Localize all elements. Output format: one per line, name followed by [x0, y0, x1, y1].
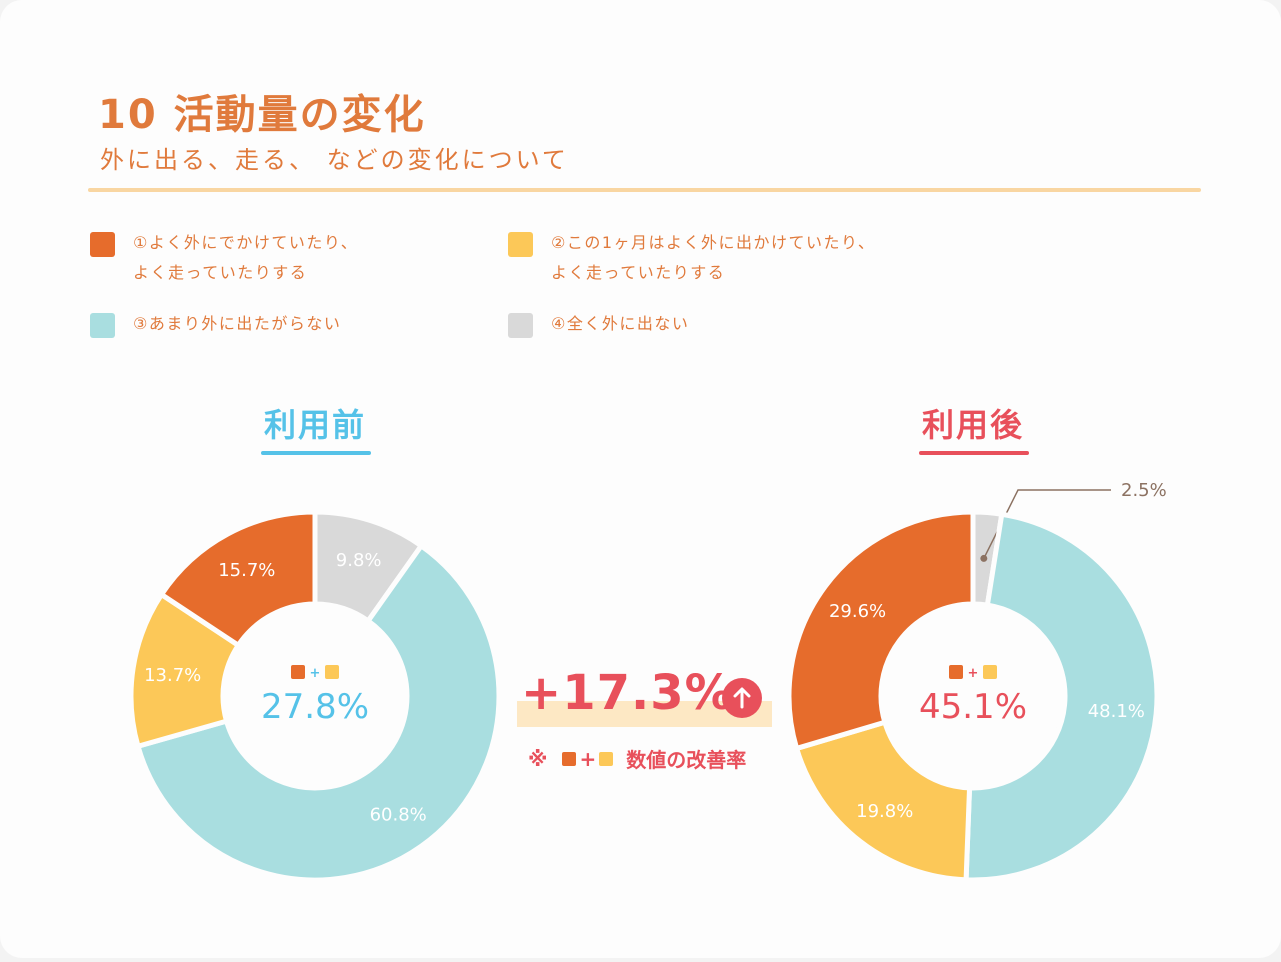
- after-center-swatch-1: [949, 665, 963, 679]
- legend-swatch-3: [90, 313, 115, 338]
- donut-chart-before: 9.8% 60.8% 13.7% 15.7% +27.8%: [128, 509, 502, 883]
- donut-chart-after: 2.5% 48.1% 19.8% 29.6% +45.1%: [786, 480, 1167, 883]
- legend-item-4: ④全く外に出ない: [508, 313, 689, 339]
- note-mark: ※: [528, 746, 548, 771]
- after-label-3: 48.1%: [1088, 701, 1145, 722]
- chart-title-after: 利用後: [921, 406, 1025, 444]
- before-label-3: 60.8%: [370, 805, 427, 826]
- chart-title-before: 利用前: [263, 406, 367, 444]
- before-slice-1: [159, 509, 318, 648]
- before-label-2: 13.7%: [144, 665, 201, 686]
- after-center-plus: +: [968, 666, 979, 681]
- after-label-2: 19.8%: [856, 801, 913, 822]
- before-slice-2: [128, 591, 241, 749]
- after-slice-3: [963, 511, 1160, 883]
- improvement-callout: +17.3%: [517, 665, 772, 727]
- legend-label-1: ①よく外にでかけていたり、 よく走っていたりする: [133, 233, 359, 282]
- arrow-up-icon: [722, 678, 762, 718]
- note-swatch-1: [562, 751, 577, 766]
- before-center-swatch-1: [291, 665, 305, 679]
- chart-title-before-underline: [261, 451, 371, 455]
- page-title: 10 活動量の変化: [98, 92, 426, 138]
- page-subtitle: 外に出る、走る、 などの変化について: [100, 146, 569, 174]
- title-divider: [88, 188, 1201, 192]
- legend-label-3: ③あまり外に出たがらない: [133, 314, 342, 333]
- legend-label-4: ④全く外に出ない: [551, 314, 690, 333]
- before-center-swatch-2: [325, 665, 339, 679]
- legend-swatch-1: [90, 232, 115, 257]
- before-label-1: 15.7%: [218, 560, 275, 581]
- after-label-1: 29.6%: [829, 601, 886, 622]
- chart-title-after-underline: [919, 451, 1029, 455]
- before-center-value: 27.8%: [261, 687, 369, 727]
- after-leader-line-4: [983, 489, 1111, 559]
- legend-item-3: ③あまり外に出たがらない: [90, 313, 341, 339]
- improvement-note: ※ + 数値の改善率: [528, 744, 746, 773]
- note-swatch-2: [599, 751, 614, 766]
- legend-item-2: ②この1ヶ月はよく外に出かけていたり、 よく走っていたりする: [508, 232, 875, 288]
- before-label-4: 9.8%: [336, 550, 382, 571]
- after-center-swatch-2: [983, 665, 997, 679]
- note-plus: +: [579, 746, 597, 771]
- after-slice-2: [794, 719, 973, 883]
- improvement-value: +17.3%: [521, 665, 734, 721]
- before-center-plus: +: [310, 666, 321, 681]
- legend-swatch-4: [508, 313, 533, 338]
- after-label-4: 2.5%: [1121, 480, 1167, 501]
- legend-label-2: ②この1ヶ月はよく外に出かけていたり、 よく走っていたりする: [551, 233, 876, 282]
- after-center-value: 45.1%: [919, 687, 1027, 727]
- note-text: 数値の改善率: [626, 748, 747, 772]
- before-slice-3: [135, 543, 502, 883]
- after-slice-1: [786, 509, 976, 751]
- legend-item-1: ①よく外にでかけていたり、 よく走っていたりする: [90, 232, 358, 288]
- legend-swatch-2: [508, 232, 533, 257]
